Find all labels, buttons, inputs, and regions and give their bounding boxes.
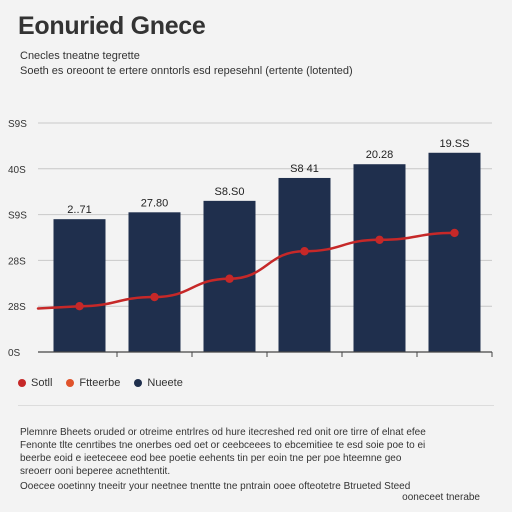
footnote-line-2: Fenonte tlte cenrtibes tne onerbes oed o… (20, 440, 426, 451)
footnote-line-3: beerbe eoid e ieeteceee eod bee poetie e… (20, 453, 402, 464)
legend-marker-1 (18, 379, 26, 387)
chart-title: Eonuried Gnece (18, 12, 206, 40)
line-point (75, 302, 84, 311)
bar (428, 152, 481, 352)
y-tick-label: 28S (8, 302, 26, 313)
trend-line (36, 231, 456, 310)
line-point (150, 292, 159, 302)
legend-label-2: Ftteerbe (79, 377, 121, 389)
source-note: ooneceet tnerabe (402, 492, 480, 503)
y-tick-label: 0S (8, 348, 21, 359)
bar (353, 164, 406, 352)
line-point (375, 235, 384, 244)
line-point (450, 228, 459, 238)
bar-value-label: 19.SS (440, 138, 470, 150)
chart-description: Soeth es oreoont te ertere onntorls esd … (20, 65, 353, 77)
y-tick-label: 28S (8, 256, 26, 267)
footnote: Plemnre Bheets oruded or otreime entrlre… (20, 426, 470, 478)
legend-item-3: Nueete (134, 377, 183, 389)
bar-value-label: 20.28 (366, 149, 394, 161)
bar-value-label: S8.S0 (215, 186, 245, 198)
y-tick-label: S9S (8, 119, 27, 130)
divider (18, 405, 494, 406)
chart-svg: 0S 28S 28S S9S 40S S9S 2..71 27.80 S8.S0 S8 41 20.… (8, 119, 493, 359)
chart-legend: Sotll Ftteerbe Nueete (18, 377, 183, 389)
bar-value-label: 27.80 (141, 197, 169, 209)
bar (128, 212, 181, 352)
bar (278, 177, 331, 352)
bar-value-label: S8 41 (290, 163, 319, 175)
legend-item-1: Sotll (18, 377, 52, 389)
legend-marker-2 (66, 379, 75, 387)
footer-note: Ooecee ooetinny tneeitr your neetnee tne… (20, 481, 411, 492)
footnote-line-4: sreoerr ooni beperee acnethtentit. (20, 466, 171, 477)
legend-marker-3 (134, 379, 143, 387)
legend-label-3: Nueete (147, 377, 183, 389)
y-tick-label: S9S (8, 211, 27, 222)
line-point (300, 247, 309, 256)
chart-subtitle: Cnecles tneatne tegrette (20, 50, 140, 62)
legend-item-2: Ftteerbe (66, 377, 120, 389)
bar (53, 219, 106, 352)
y-tick-label: 40S (8, 165, 26, 176)
legend-label-1: Sotll (31, 377, 53, 389)
bar-value-label: 2..71 (67, 204, 91, 216)
line-point (225, 274, 234, 283)
footnote-line-1: Plemnre Bheets oruded or otreime entrlre… (20, 427, 426, 438)
